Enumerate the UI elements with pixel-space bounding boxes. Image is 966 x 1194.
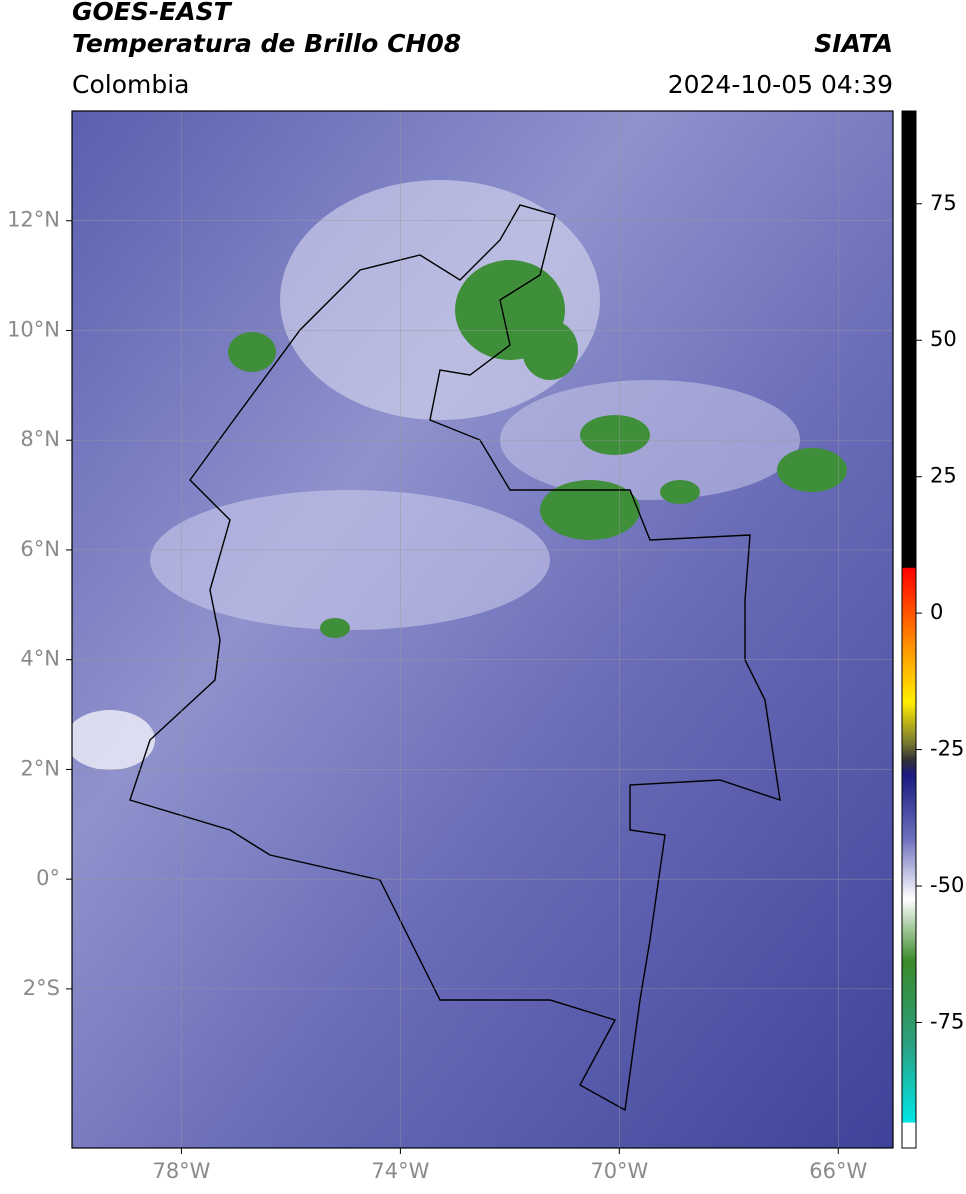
colorbar-tick-label: -25 <box>930 737 964 761</box>
y-tick-label: 4°N <box>20 647 60 671</box>
y-tick-label: 6°N <box>20 537 60 561</box>
country-border <box>129 204 781 1112</box>
x-tick-label: 70°W <box>590 1159 648 1183</box>
colorbar-tick-label: 50 <box>930 327 957 351</box>
colorbar-tick-label: 75 <box>930 191 957 215</box>
convective-cell <box>660 480 700 504</box>
convective-cell <box>580 415 650 455</box>
x-tick-label: 66°W <box>809 1159 867 1183</box>
y-tick-label: 12°N <box>7 208 60 232</box>
colorbar-tick-label: 25 <box>930 464 957 488</box>
subtitle: Temperatura de Brillo CH08 <box>72 29 461 58</box>
colorbar-tick-label: -75 <box>930 1009 964 1033</box>
colorbar-tick-label: -50 <box>930 873 964 897</box>
datetime: 2024-10-05 04:39 <box>668 70 893 99</box>
convective-cell <box>522 320 578 380</box>
y-tick-label: 8°N <box>20 427 60 451</box>
y-tick-label: 2°S <box>23 976 60 1000</box>
cloud <box>72 710 155 770</box>
convective-cell <box>540 480 640 540</box>
x-tick-label: 74°W <box>371 1159 429 1183</box>
y-tick-label: 2°N <box>20 756 60 780</box>
cloud <box>280 180 600 420</box>
convective-cell <box>228 332 276 372</box>
convective-cell <box>777 448 847 492</box>
colorbar <box>901 110 917 1149</box>
grid <box>72 111 893 1148</box>
y-tick-label: 0° <box>36 866 60 890</box>
colorbar-tick-label: 0 <box>930 600 943 624</box>
map-image <box>72 111 893 1148</box>
region: Colombia <box>72 70 189 99</box>
title: GOES-EAST <box>72 0 233 26</box>
y-tick-label: 10°N <box>7 317 60 341</box>
x-tick-label: 78°W <box>152 1159 210 1183</box>
source: SIATA <box>814 29 893 58</box>
cloud <box>150 490 550 630</box>
map-frame <box>71 110 894 1149</box>
convective-cell <box>320 618 350 638</box>
